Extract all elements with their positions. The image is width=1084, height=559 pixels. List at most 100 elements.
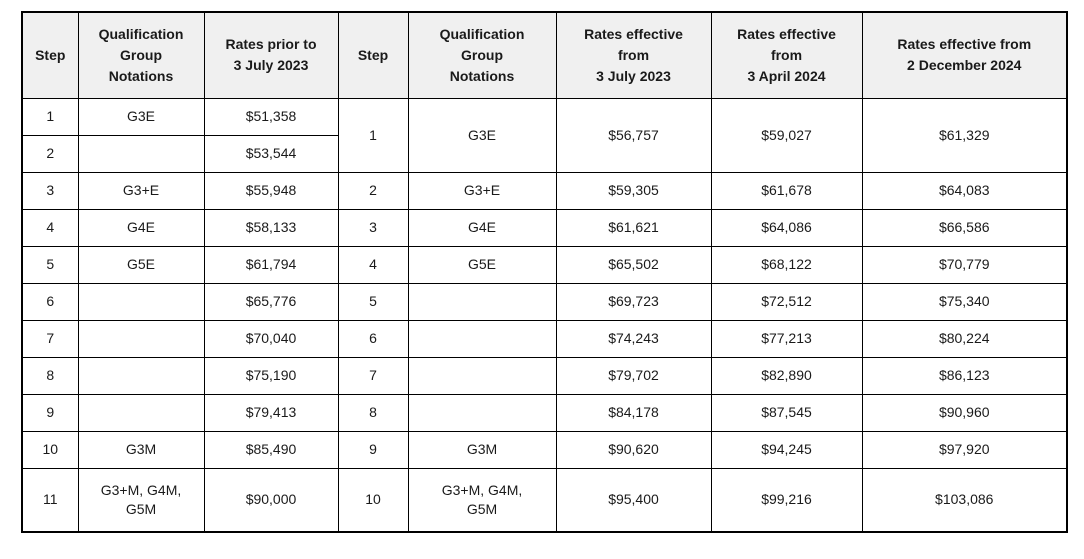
rate-jul-2023-cell: $59,305 [555, 171, 712, 210]
rate-jul-2023-cell: $61,621 [555, 208, 712, 247]
old-rate-cell: $65,776 [203, 282, 339, 321]
old-step-cell: 9 [21, 393, 79, 432]
new-step-cell: 8 [337, 393, 409, 432]
table-header-row: Step Qualification Group Notations Rates… [21, 11, 1068, 99]
new-step-cell: 3 [337, 208, 409, 247]
rate-dec-2024-cell: $64,083 [861, 171, 1068, 210]
rate-apr-2024-cell: $77,213 [710, 319, 863, 358]
rate-jul-2023-cell: $69,723 [555, 282, 712, 321]
old-step-cell: 8 [21, 356, 79, 395]
rate-jul-2023-cell: $65,502 [555, 245, 712, 284]
rate-apr-2024-cell: $64,086 [710, 208, 863, 247]
old-rate-cell: $75,190 [203, 356, 339, 395]
old-step-cell: 10 [21, 430, 79, 469]
old-step-cell: 7 [21, 319, 79, 358]
new-step-cell: 1 [337, 97, 409, 173]
old-rate-cell: $90,000 [203, 467, 339, 533]
header-old-step: Step [21, 11, 79, 99]
table-row: 9 $79,413 8 $84,178 $87,545 $90,960 [21, 393, 1068, 432]
new-qualification-cell [407, 393, 557, 432]
rate-apr-2024-cell: $72,512 [710, 282, 863, 321]
rate-dec-2024-cell: $70,779 [861, 245, 1068, 284]
rate-apr-2024-cell: $59,027 [710, 97, 863, 173]
old-qualification-cell: G5E [77, 245, 205, 284]
new-qualification-cell: G3E [407, 97, 557, 173]
table-row: 4 G4E $58,133 3 G4E $61,621 $64,086 $66,… [21, 208, 1068, 247]
old-step-cell: 2 [21, 134, 79, 173]
table-row: 10 G3M $85,490 9 G3M $90,620 $94,245 $97… [21, 430, 1068, 469]
old-step-cell: 3 [21, 171, 79, 210]
rate-dec-2024-cell: $103,086 [861, 467, 1068, 533]
new-qualification-cell [407, 319, 557, 358]
rate-apr-2024-cell: $87,545 [710, 393, 863, 432]
old-qualification-cell [77, 356, 205, 395]
rate-apr-2024-cell: $61,678 [710, 171, 863, 210]
old-qualification-cell [77, 282, 205, 321]
header-rates-from-3-july-2023: Rates effective from 3 July 2023 [555, 11, 712, 99]
old-rate-cell: $61,794 [203, 245, 339, 284]
rate-apr-2024-cell: $94,245 [710, 430, 863, 469]
new-step-cell: 4 [337, 245, 409, 284]
header-old-qualification-group: Qualification Group Notations [77, 11, 205, 99]
old-step-cell: 11 [21, 467, 79, 533]
old-rate-cell: $53,544 [203, 134, 339, 173]
new-qualification-cell: G3M [407, 430, 557, 469]
new-qualification-cell: G3+M, G4M, G5M [407, 467, 557, 533]
table-row: 8 $75,190 7 $79,702 $82,890 $86,123 [21, 356, 1068, 395]
table-row: 5 G5E $61,794 4 G5E $65,502 $68,122 $70,… [21, 245, 1068, 284]
old-step-cell: 4 [21, 208, 79, 247]
new-step-cell: 6 [337, 319, 409, 358]
header-new-step: Step [337, 11, 409, 99]
table-row: 6 $65,776 5 $69,723 $72,512 $75,340 [21, 282, 1068, 321]
new-step-cell: 2 [337, 171, 409, 210]
table-row: 2 $53,544 [21, 134, 1067, 173]
rate-apr-2024-cell: $68,122 [710, 245, 863, 284]
header-rates-from-3-april-2024: Rates effective from 3 April 2024 [710, 11, 863, 99]
old-step-cell: 1 [21, 97, 79, 136]
old-qualification-cell: G3M [77, 430, 205, 469]
old-rate-cell: $85,490 [203, 430, 339, 469]
old-qualification-cell: G3E [77, 97, 205, 136]
new-qualification-cell [407, 356, 557, 395]
rate-jul-2023-cell: $90,620 [555, 430, 712, 469]
old-qualification-cell: G3+E [77, 171, 205, 210]
table-row: 7 $70,040 6 $74,243 $77,213 $80,224 [21, 319, 1068, 358]
old-step-cell: 5 [21, 245, 79, 284]
rate-dec-2024-cell: $75,340 [861, 282, 1068, 321]
header-rates-prior-3-july-2023: Rates prior to 3 July 2023 [203, 11, 339, 99]
new-step-cell: 10 [337, 467, 409, 533]
new-step-cell: 9 [337, 430, 409, 469]
table-row: 3 G3+E $55,948 2 G3+E $59,305 $61,678 $6… [21, 171, 1068, 210]
new-qualification-cell: G5E [407, 245, 557, 284]
old-qualification-cell [77, 134, 205, 173]
old-rate-cell: $51,358 [203, 97, 339, 136]
rate-apr-2024-cell: $99,216 [710, 467, 863, 533]
old-rate-cell: $70,040 [203, 319, 339, 358]
rate-jul-2023-cell: $84,178 [555, 393, 712, 432]
rate-dec-2024-cell: $61,329 [861, 97, 1068, 173]
table-row: 1 G3E $51,358 1 G3E $56,757 $59,027 $61,… [21, 97, 1068, 173]
new-step-cell: 7 [337, 356, 409, 395]
rate-dec-2024-cell: $86,123 [861, 356, 1068, 395]
table-row: 11 G3+M, G4M, G5M $90,000 10 G3+M, G4M, … [21, 467, 1068, 533]
rate-jul-2023-cell: $95,400 [555, 467, 712, 533]
old-qualification-cell: G3+M, G4M, G5M [77, 467, 205, 533]
old-rate-cell: $58,133 [203, 208, 339, 247]
old-rate-cell: $55,948 [203, 171, 339, 210]
rate-dec-2024-cell: $90,960 [861, 393, 1068, 432]
rate-dec-2024-cell: $97,920 [861, 430, 1068, 469]
header-new-qualification-group: Qualification Group Notations [407, 11, 557, 99]
old-step-cell: 6 [21, 282, 79, 321]
new-qualification-cell [407, 282, 557, 321]
new-qualification-cell: G3+E [407, 171, 557, 210]
rate-jul-2023-cell: $79,702 [555, 356, 712, 395]
rate-jul-2023-cell: $74,243 [555, 319, 712, 358]
header-rates-from-2-december-2024: Rates effective from 2 December 2024 [861, 11, 1068, 99]
pay-rates-table: Step Qualification Group Notations Rates… [21, 11, 1068, 533]
old-rate-cell: $79,413 [203, 393, 339, 432]
old-qualification-cell: G4E [77, 208, 205, 247]
rate-jul-2023-cell: $56,757 [555, 97, 712, 173]
rate-apr-2024-cell: $82,890 [710, 356, 863, 395]
rate-dec-2024-cell: $66,586 [861, 208, 1068, 247]
